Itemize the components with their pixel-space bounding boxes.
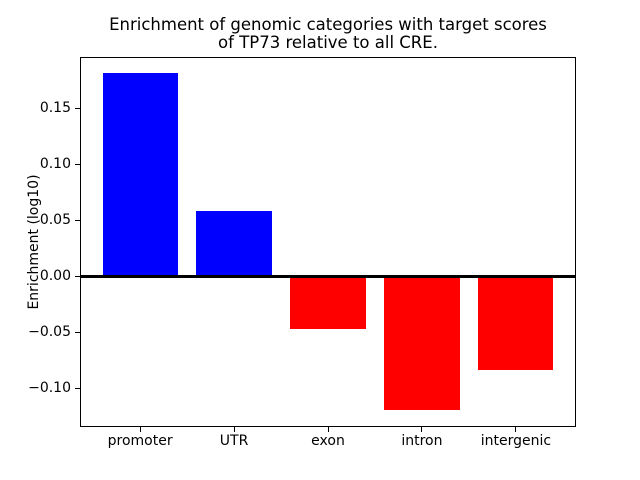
y-tick-label: −0.05 xyxy=(28,324,71,341)
y-tick xyxy=(75,163,80,165)
bar-intergenic xyxy=(478,276,554,371)
x-tick xyxy=(139,427,141,432)
bar-intron xyxy=(384,276,460,410)
zero-baseline xyxy=(80,274,576,278)
y-tick xyxy=(75,219,80,221)
y-tick-label: 0.15 xyxy=(39,100,71,116)
y-tick-label: −0.10 xyxy=(28,380,71,397)
y-tick xyxy=(75,331,80,333)
y-tick xyxy=(75,275,80,277)
x-tick-label-exon: exon xyxy=(311,433,345,449)
x-tick-label-intergenic: intergenic xyxy=(480,433,552,449)
y-tick xyxy=(75,387,80,389)
x-tick xyxy=(421,427,423,432)
x-tick-label-intron: intron xyxy=(401,433,443,449)
y-tick-label: 0.10 xyxy=(39,156,71,173)
y-tick-label: 0.05 xyxy=(39,212,71,229)
bar-UTR xyxy=(196,211,272,277)
bar-promoter xyxy=(102,73,178,277)
y-tick-label: 0.00 xyxy=(39,268,71,285)
chart-title: Enrichment of genomic categories with ta… xyxy=(109,15,547,52)
x-tick xyxy=(515,427,517,432)
bar-exon xyxy=(290,276,366,329)
x-tick xyxy=(233,427,235,432)
x-tick-label-promoter: promoter xyxy=(107,433,173,449)
y-tick xyxy=(75,107,80,109)
x-tick xyxy=(327,427,329,432)
x-tick-label-UTR: UTR xyxy=(219,433,249,449)
